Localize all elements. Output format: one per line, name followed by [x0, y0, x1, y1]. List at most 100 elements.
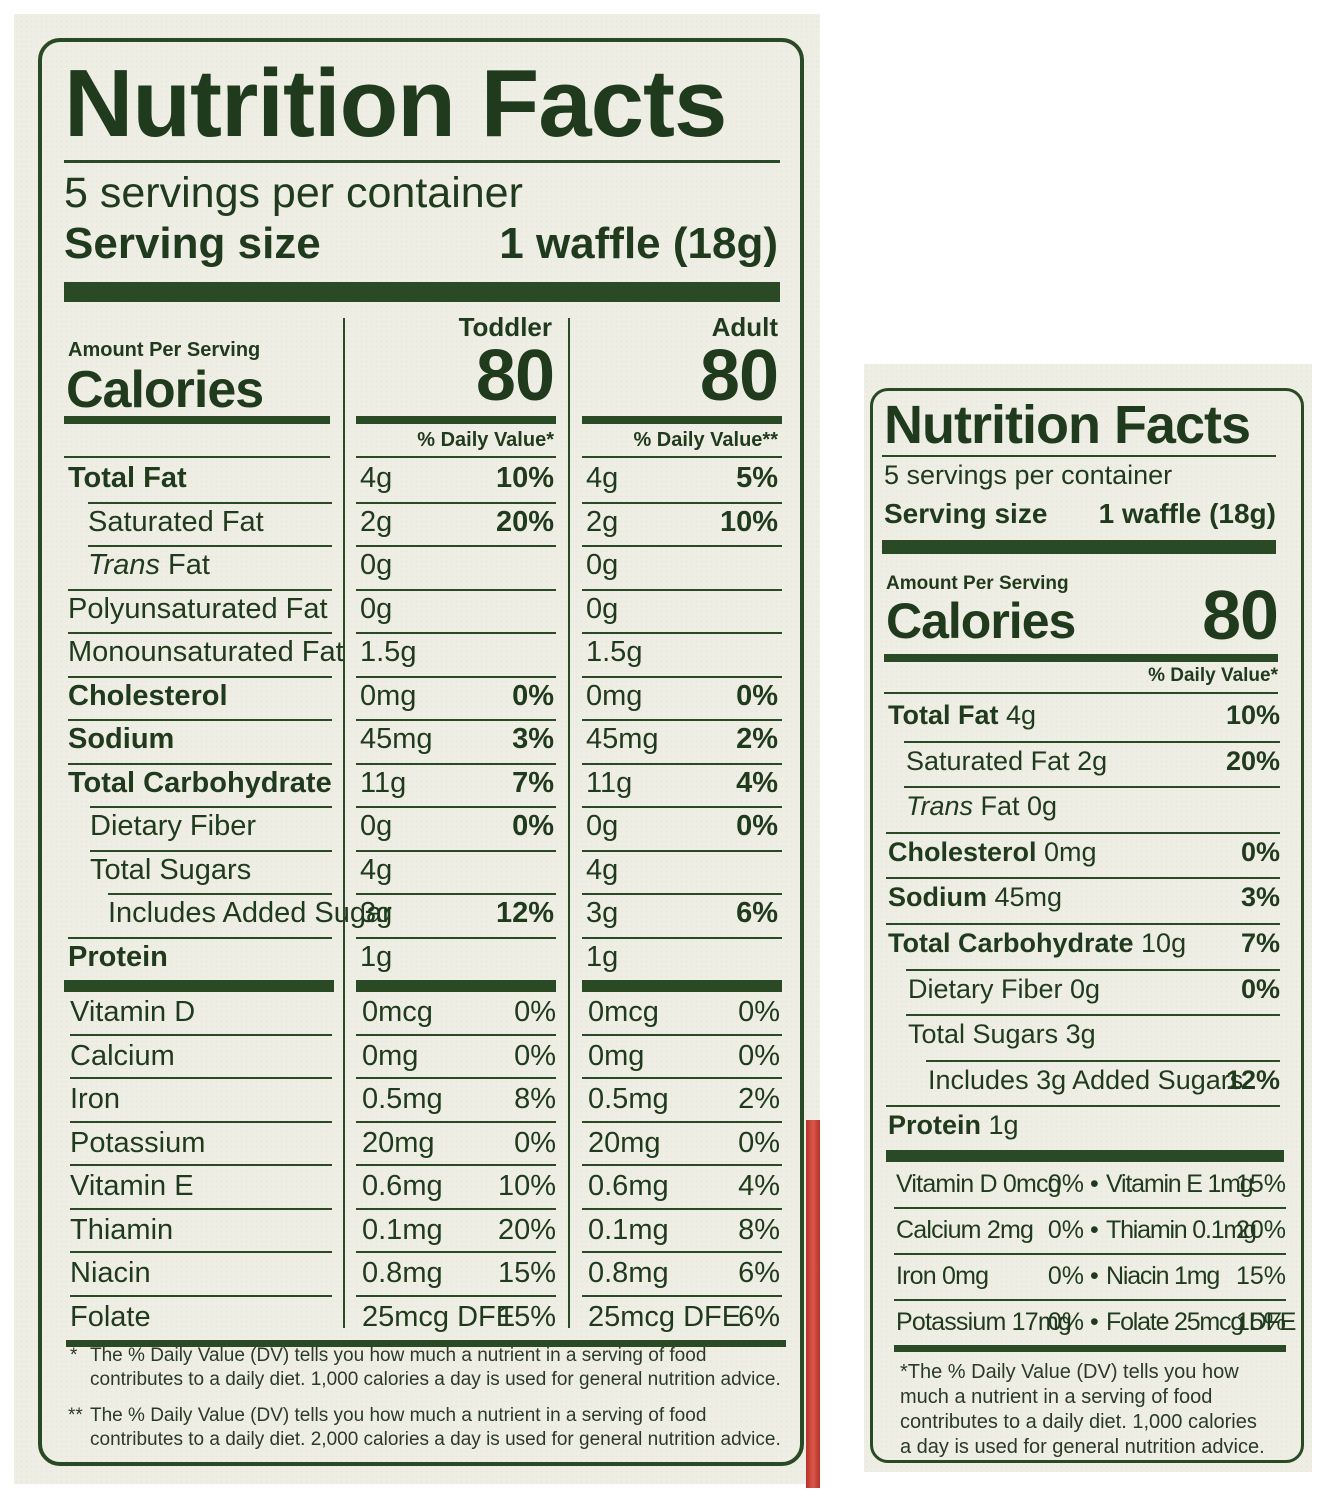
row-rule — [582, 937, 782, 939]
right-row-rule — [886, 877, 1280, 879]
right-footnote-line: much a nutrient in a serving of food — [900, 1386, 1213, 1408]
vitamin-separator — [64, 980, 334, 992]
right-thick-rule — [882, 540, 1276, 554]
right-nutrient-label: Total Sugars 3g — [908, 1021, 1096, 1048]
adult-dv: 4% — [738, 1170, 780, 1202]
row-rule — [68, 632, 332, 634]
vitamin-separator — [582, 980, 782, 992]
row-rule — [356, 1164, 556, 1166]
row-rule — [582, 1208, 782, 1210]
toddler-dv: 15% — [497, 1257, 556, 1289]
right-nutrient-label-italic: Trans — [906, 791, 974, 821]
right-vitamin-right-dv: 20% — [1236, 1216, 1287, 1244]
right-nutrient-amount: 0mg — [1036, 837, 1097, 867]
adult-amount: 1.5g — [586, 636, 643, 668]
right-vitamin-left-dv: 0% — [1047, 1308, 1084, 1336]
adult-dv: 6% — [738, 1301, 780, 1333]
nutrient-label: Includes Added Sugar — [108, 897, 392, 929]
adult-dv: 0% — [738, 1127, 780, 1159]
row-rule — [356, 632, 556, 634]
row-rule — [582, 850, 782, 852]
row-rule — [582, 1034, 782, 1036]
row-rule — [356, 806, 556, 808]
adult-amount: 0g — [586, 549, 619, 581]
right-footnote-line: a day is used for general nutrition advi… — [900, 1436, 1265, 1458]
adult-dv: 0% — [736, 680, 778, 712]
adult-amount: 4g — [586, 854, 619, 886]
toddler-dv: 12% — [495, 897, 554, 929]
left-footnote-1-mark: * — [70, 1345, 78, 1366]
toddler-amount: 1.5g — [360, 636, 417, 668]
nutrient-label: Sodium — [68, 723, 175, 755]
right-nutrient-amount: 10g — [1133, 928, 1187, 958]
vitamin-label: Folate — [70, 1301, 151, 1333]
right-row-rule — [894, 1207, 1286, 1209]
row-rule — [90, 850, 332, 852]
adult-amount: 0.8mg — [588, 1257, 669, 1289]
right-nutrient-dv: 3% — [1240, 882, 1280, 912]
right-dv-rule — [884, 692, 1278, 694]
row-rule — [88, 545, 332, 547]
row-rule — [582, 1251, 782, 1253]
toddler-amount: 0mcg — [362, 996, 433, 1028]
nutrient-label: Cholesterol — [68, 680, 228, 712]
toddler-amount: 3g — [360, 897, 393, 929]
row-rule — [582, 1077, 782, 1079]
row-rule — [356, 1251, 556, 1253]
toddler-dv: 0% — [514, 996, 556, 1028]
row-rule — [582, 676, 782, 678]
row-rule — [70, 1121, 332, 1123]
toddler-amount: 11g — [360, 767, 407, 799]
right-nutrient-dv: 7% — [1240, 928, 1280, 958]
vitamin-label: Niacin — [70, 1257, 151, 1289]
row-rule — [70, 1077, 332, 1079]
row-rule — [582, 632, 782, 634]
right-nutrition-panel — [870, 388, 1304, 1463]
nutrient-label-text: Fat — [159, 549, 210, 581]
adult-amount: 45mg — [586, 723, 659, 755]
row-rule — [582, 1121, 782, 1123]
bullet-icon: • — [1090, 1216, 1099, 1244]
right-amount-per-serving: Amount Per Serving — [886, 573, 1069, 594]
right-nutrient-label-text: Fat 0g — [973, 791, 1058, 821]
nutrient-label: Monounsaturated Fat — [68, 636, 344, 668]
left-calories-rule-1 — [64, 416, 330, 424]
row-rule — [582, 893, 782, 895]
right-nutrient-dv: 20% — [1225, 746, 1280, 776]
adult-amount: 0.6mg — [588, 1170, 669, 1202]
nutrient-label: Polyunsaturated Fat — [68, 593, 328, 625]
left-dv-rule-3 — [582, 456, 782, 458]
right-nutrient-amount: 45mg — [987, 882, 1063, 912]
row-rule — [582, 763, 782, 765]
vitamin-label: Thiamin — [70, 1214, 174, 1246]
row-rule — [356, 937, 556, 939]
toddler-dv: 10% — [497, 1170, 556, 1202]
vitamin-label: Vitamin E — [70, 1170, 194, 1202]
adult-dv: 2% — [738, 1083, 780, 1115]
right-row-rule — [926, 1060, 1280, 1062]
adult-calories: 80 — [699, 336, 779, 416]
adult-amount: 0.5mg — [588, 1083, 669, 1115]
right-row-rule — [904, 786, 1280, 788]
adult-amount: 0g — [586, 810, 619, 842]
right-vitamin-right: Thiamin 0.1mg — [1106, 1216, 1257, 1244]
row-rule — [70, 1164, 332, 1166]
nutrient-label: Dietary Fiber — [90, 810, 256, 842]
row-rule — [356, 676, 556, 678]
right-title: Nutrition Facts — [884, 395, 1251, 455]
nutrient-label: Total Carbohydrate — [68, 767, 332, 799]
toddler-amount: 0mg — [360, 680, 417, 712]
right-vitamin-right-dv: 15% — [1236, 1262, 1287, 1290]
row-rule — [68, 763, 332, 765]
adult-amount: 4g — [586, 462, 619, 494]
row-rule — [582, 545, 782, 547]
left-serving-size-label: Serving size — [64, 219, 321, 268]
toddler-dv: 3% — [512, 723, 554, 755]
right-vitamin-right-dv: 15% — [1236, 1170, 1287, 1198]
right-nutrient-label-text: Includes 3g Added Sugars — [928, 1065, 1244, 1095]
left-footnote-2-line-1: The % Daily Value (DV) tells you how muc… — [90, 1405, 707, 1426]
toddler-amount: 0.6mg — [362, 1170, 443, 1202]
right-dv-header: % Daily Value* — [1148, 665, 1278, 686]
toddler-dv: 10% — [495, 462, 554, 494]
adult-dv-header: % Daily Value** — [633, 429, 778, 451]
